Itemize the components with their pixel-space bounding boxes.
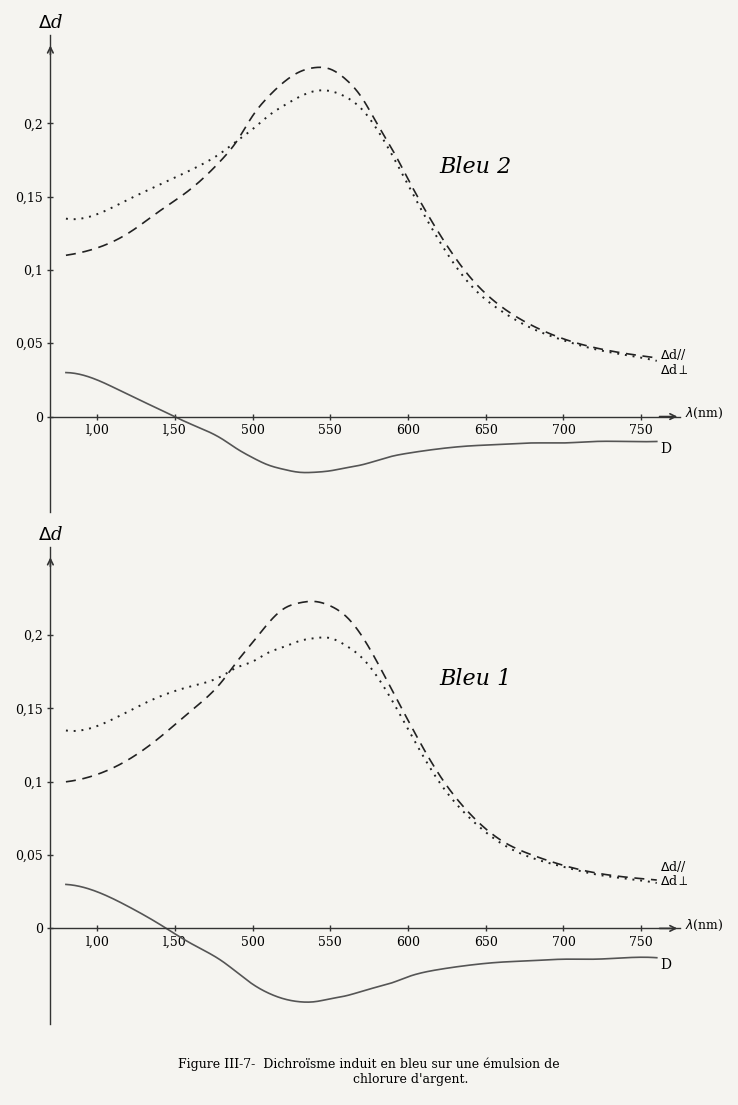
Text: $\Delta$d$\perp$: $\Delta$d$\perp$ bbox=[660, 874, 689, 888]
Text: $\Delta$d: $\Delta$d bbox=[38, 14, 63, 32]
Text: Bleu 1: Bleu 1 bbox=[439, 669, 511, 691]
Text: Figure III-7-  Dichroïsme induit en bleu sur une émulsion de
                   : Figure III-7- Dichroïsme induit en bleu … bbox=[178, 1057, 560, 1086]
Text: D: D bbox=[660, 442, 671, 455]
Text: D: D bbox=[660, 958, 671, 972]
Text: $\Delta$d$\perp$: $\Delta$d$\perp$ bbox=[660, 362, 689, 377]
Text: $\Delta$d//: $\Delta$d// bbox=[660, 860, 687, 874]
Text: $\lambda$(nm): $\lambda$(nm) bbox=[685, 918, 723, 933]
Text: $\Delta$d: $\Delta$d bbox=[38, 526, 63, 545]
Text: Bleu 2: Bleu 2 bbox=[439, 156, 511, 178]
Text: $\Delta$d//: $\Delta$d// bbox=[660, 347, 687, 362]
Text: $\lambda$(nm): $\lambda$(nm) bbox=[685, 406, 723, 421]
